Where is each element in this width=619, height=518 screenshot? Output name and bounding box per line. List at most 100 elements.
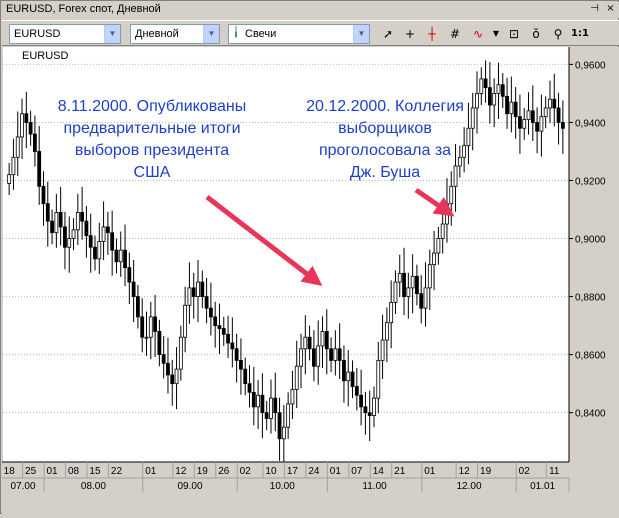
candle-body [286, 403, 291, 428]
alert-icon[interactable]: ŏ [532, 27, 540, 41]
candle-body [415, 275, 419, 295]
candle-body [67, 238, 72, 248]
candle-body [436, 238, 441, 254]
chevron-down-icon[interactable]: ▼ [203, 25, 219, 43]
candle-body [522, 119, 527, 129]
close-button[interactable]: × [606, 3, 615, 14]
scrollbar-area [2, 492, 569, 514]
candle-body [75, 212, 80, 231]
candle-body [449, 185, 454, 205]
x-day-label: 26 [218, 466, 230, 477]
candle-body [226, 333, 230, 344]
candle-body [251, 391, 256, 408]
candle-body [196, 281, 200, 297]
candle-body [50, 220, 54, 234]
candle-body [187, 287, 192, 306]
candle-body [281, 426, 286, 440]
candle-body [548, 98, 552, 109]
pin-icon[interactable]: ⊣ [590, 3, 599, 14]
fibonacci-icon[interactable]: ⊡ [508, 27, 520, 41]
x-day-label: 14 [373, 466, 385, 477]
zoom-one-button[interactable]: 1:1 [571, 28, 589, 39]
candle-body [367, 412, 372, 416]
x-day-label: 10 [265, 466, 277, 477]
cursor-icon[interactable]: ➚ [382, 27, 394, 41]
candle-body [384, 322, 389, 341]
candle-body [427, 264, 432, 289]
candle-body [500, 84, 505, 97]
candle-body [97, 241, 102, 260]
candle-body [71, 229, 76, 239]
chart-toolbar: EURUSD ▼ Дневной ▼ Свечи ╽ ▼ ➚ + ┼ # ∿ ▼… [2, 20, 619, 46]
chevron-down-icon[interactable]: ▼ [104, 25, 120, 43]
candle-body [513, 101, 518, 118]
draw-line-icon[interactable]: ┼ [428, 27, 436, 41]
candle-body [191, 287, 196, 297]
candle-body [475, 93, 479, 109]
candle-body [389, 301, 394, 324]
candle-body [88, 235, 93, 248]
x-day-label: 01 [47, 466, 59, 477]
candle-body [324, 331, 329, 350]
candle-body [15, 136, 20, 158]
x-day-label: 02 [240, 466, 252, 477]
arrow-electoral-college [414, 187, 455, 217]
candle-body [7, 174, 12, 184]
candle-body [380, 339, 385, 361]
candle-body [299, 348, 303, 367]
period-select[interactable]: Дневной ▼ [130, 24, 220, 44]
indicator-icon[interactable]: ∿ [472, 27, 484, 41]
candle-body [457, 156, 462, 167]
annotation-right-line: выборщиков [338, 120, 432, 137]
candle-body [11, 156, 16, 176]
candle-body [294, 365, 299, 390]
x-month-label: 11.00 [362, 481, 387, 492]
candle-body [221, 328, 226, 335]
candle-body [556, 107, 561, 123]
candle-body [393, 281, 398, 303]
annotation-right-line: Дж. Буша [350, 164, 420, 181]
period-select-value: Дневной [135, 28, 179, 40]
candle-body [208, 307, 213, 318]
zoom-icon[interactable]: ⚲ [553, 27, 563, 41]
x-day-label: 11 [549, 466, 560, 477]
candle-body [363, 406, 368, 414]
candle-body [58, 212, 63, 228]
candle-body [462, 145, 467, 158]
candle-body [110, 232, 115, 251]
candle-body [174, 368, 179, 385]
candle-body [466, 127, 471, 147]
candle-body [239, 360, 243, 370]
candle-body [560, 122, 565, 129]
chevron-down-icon[interactable]: ▼ [353, 25, 369, 43]
window-title: EURUSD, Forex спот, Дневной [6, 3, 161, 15]
arrows [205, 187, 455, 286]
candle-body [54, 212, 59, 234]
candle-body [101, 226, 106, 242]
candle-body [290, 389, 295, 405]
x-month-label: 10.00 [270, 481, 295, 492]
grid-icon[interactable]: # [449, 27, 461, 41]
candle-body [32, 133, 37, 152]
dropdown-arrow-icon[interactable]: ▼ [492, 29, 500, 38]
candle-body [543, 107, 548, 118]
chart-area[interactable]: EURUSD 8.11.2000. Опубликованы предварите… [0, 47, 619, 514]
candle-body [256, 394, 261, 408]
candle-body [303, 336, 308, 350]
symbol-select[interactable]: EURUSD ▼ [9, 24, 121, 44]
candles [7, 60, 565, 465]
price-chart[interactable]: EURUSD 8.11.2000. Опубликованы предварите… [0, 47, 619, 514]
x-day-label: 12 [459, 466, 471, 477]
candle-body [166, 362, 170, 376]
x-day-label: 18 [4, 466, 16, 477]
candle-body [213, 316, 218, 327]
x-day-label: 19 [480, 466, 492, 477]
chart-symbol-label: EURUSD [22, 50, 69, 62]
candle-body [230, 342, 235, 350]
chart-type-select[interactable]: Свечи ╽ ▼ [228, 24, 370, 44]
candle-body [530, 110, 535, 123]
candle-body [423, 287, 428, 309]
candle-body [406, 287, 411, 297]
crosshair-icon[interactable]: + [404, 27, 416, 41]
y-tick-label: 0,8400 [575, 409, 606, 420]
